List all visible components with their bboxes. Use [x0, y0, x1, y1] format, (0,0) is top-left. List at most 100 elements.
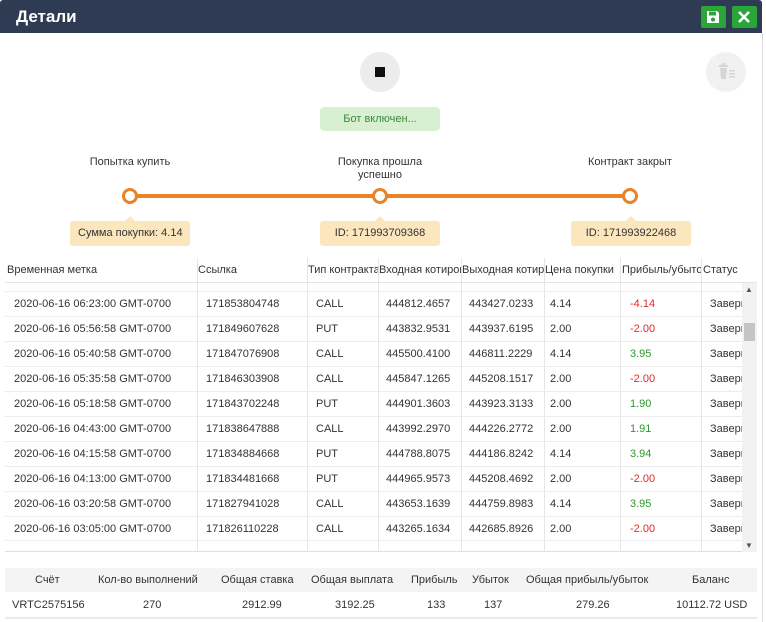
col-divider — [307, 258, 308, 552]
cell-profit-loss: 3.95 — [630, 498, 652, 510]
cell-buy-price: 4.14 — [550, 298, 572, 310]
cell-exit-spot: 442685.8926 — [469, 523, 534, 535]
save-button[interactable] — [701, 6, 726, 28]
cell-reference: 171838647888 — [206, 423, 280, 435]
cell-exit-spot: 443427.0233 — [469, 298, 534, 310]
summary-total-payout: 3192.25 — [335, 599, 375, 611]
scroll-down-icon[interactable]: ▼ — [745, 541, 753, 550]
cell-entry-spot: 443832.9531 — [386, 323, 451, 335]
col-divider — [701, 258, 702, 552]
cell-timestamp: 2020-06-16 05:56:58 GMT-0700 — [14, 323, 172, 335]
step-dot-3 — [622, 188, 638, 204]
summary-account: VRTC2575156 — [12, 599, 85, 611]
cell-timestamp: 2020-06-16 03:20:58 GMT-0700 — [14, 498, 172, 510]
table-row[interactable]: 2020-06-16 04:15:58 GMT-0700 17183488466… — [5, 441, 742, 466]
cell-exit-spot: 443937.6195 — [469, 323, 534, 335]
col-header-profit-loss[interactable]: Прибыль/убыток — [622, 264, 702, 276]
step-label-contract-closed: Контракт закрыт — [588, 156, 672, 168]
col-header-contract-type[interactable]: Тип контракта — [308, 264, 378, 276]
cell-status: Завершено — [710, 448, 742, 460]
table-row[interactable]: 2020-06-16 05:35:58 GMT-0700 17184630390… — [5, 366, 742, 391]
col-header-exit-spot[interactable]: Выходная котировка — [462, 264, 544, 276]
contract-id-tag: ID: 171993922468 — [571, 216, 691, 246]
summary-header-runs: Кол-во выполнений — [98, 574, 198, 586]
cell-entry-spot: 443653.1639 — [386, 498, 451, 510]
cell-status: Завершено — [710, 373, 742, 385]
cell-buy-price: 2.00 — [550, 398, 572, 410]
cell-profit-loss: 3.94 — [630, 448, 652, 460]
cell-status: Завершено — [710, 298, 742, 310]
summary-balance: 10112.72 USD — [676, 599, 748, 611]
cell-timestamp: 2020-06-16 05:35:58 GMT-0700 — [14, 373, 172, 385]
dialog-border — [762, 33, 763, 622]
cell-status: Завершено — [710, 473, 742, 485]
summary-runs: 270 — [143, 599, 162, 611]
step-dot-2 — [372, 188, 388, 204]
table-row[interactable]: 2020-06-16 05:40:58 GMT-0700 17184707690… — [5, 341, 742, 366]
col-header-status[interactable]: Статус — [703, 264, 738, 276]
table-row[interactable]: 2020-06-16 05:18:58 GMT-0700 17184370224… — [5, 391, 742, 416]
cell-timestamp: 2020-06-16 04:43:00 GMT-0700 — [14, 423, 172, 435]
table-header: Временная метка Ссылка Тип контракта Вхо… — [5, 258, 757, 283]
cell-profit-loss: -2.00 — [630, 373, 656, 385]
summary-wins: 133 — [427, 599, 446, 611]
summary-total-profit-loss: 279.26 — [576, 599, 610, 611]
scrollbar-thumb[interactable] — [744, 323, 755, 341]
scroll-up-icon[interactable]: ▲ — [745, 285, 753, 294]
step-label-buy-success: Покупка прошла успешно — [337, 156, 423, 181]
cell-profit-loss: 1.91 — [630, 423, 652, 435]
cell-reference: 171847076908 — [206, 348, 280, 360]
col-divider — [620, 258, 621, 552]
cell-reference: 171849607628 — [206, 323, 280, 335]
cell-entry-spot: 444788.8075 — [386, 448, 451, 460]
col-header-entry-spot[interactable]: Входная котировка — [379, 264, 461, 276]
col-header-timestamp[interactable]: Временная метка — [7, 264, 98, 276]
cell-status: Завершено — [710, 398, 742, 410]
table-row[interactable]: 2020-06-16 06:23:00 GMT-0700 17185380474… — [5, 291, 742, 316]
col-divider — [197, 258, 198, 552]
cell-reference: 171834884668 — [206, 448, 280, 460]
purchase-amount-tag: Сумма покупки: 4.14 — [70, 216, 190, 246]
cell-profit-loss: -4.14 — [630, 298, 656, 310]
cell-contract-type: CALL — [316, 348, 344, 360]
cell-contract-type: PUT — [316, 398, 338, 410]
cell-profit-loss: 3.95 — [630, 348, 652, 360]
summary-header-total-payout: Общая выплата — [311, 574, 394, 586]
cell-contract-type: CALL — [316, 373, 344, 385]
summary-row: VRTC2575156 270 2912.99 3192.25 133 137 … — [5, 592, 757, 619]
summary-header-total-profit-loss: Общая прибыль/убыток — [526, 574, 649, 586]
cell-status: Завершено — [710, 498, 742, 510]
close-button[interactable] — [732, 6, 757, 28]
table-row[interactable]: 2020-06-16 05:56:58 GMT-0700 17184960762… — [5, 316, 742, 341]
cell-contract-type: PUT — [316, 323, 338, 335]
cell-buy-price: 2.00 — [550, 423, 572, 435]
cell-exit-spot: 445208.4692 — [469, 473, 534, 485]
cell-status: Завершено — [710, 423, 742, 435]
table-row[interactable]: 2020-06-16 04:43:00 GMT-0700 17183864788… — [5, 416, 742, 441]
summary-header-wins: Прибыль — [411, 574, 458, 586]
col-divider — [378, 258, 379, 552]
clear-log-button[interactable] — [706, 52, 746, 92]
cell-entry-spot: 444812.4657 — [386, 298, 451, 310]
table-row[interactable]: 2020-06-16 04:13:00 GMT-0700 17183448166… — [5, 466, 742, 491]
table-row[interactable]: 2020-06-16 03:05:00 GMT-0700 17182611022… — [5, 516, 742, 541]
col-header-buy-price[interactable]: Цена покупки — [545, 264, 614, 276]
trash-icon — [719, 63, 735, 79]
cell-buy-price: 4.14 — [550, 498, 572, 510]
cell-timestamp: 2020-06-16 03:05:00 GMT-0700 — [14, 523, 172, 535]
cell-timestamp: 2020-06-16 06:23:00 GMT-0700 — [14, 298, 172, 310]
stop-button[interactable] — [360, 52, 400, 92]
cell-profit-loss: -2.00 — [630, 523, 656, 535]
step-dot-1 — [122, 188, 138, 204]
cell-reference: 171826110228 — [206, 523, 279, 535]
cell-reference: 171827941028 — [206, 498, 280, 510]
col-header-reference[interactable]: Ссылка — [198, 264, 237, 276]
cell-exit-spot: 443923.3133 — [469, 398, 534, 410]
close-icon — [738, 11, 750, 23]
table-scrollbar[interactable]: ▲ ▼ — [742, 283, 757, 552]
summary-header-total-stake: Общая ставка — [221, 574, 294, 586]
cell-exit-spot: 444759.8983 — [469, 498, 534, 510]
table-row[interactable]: 2020-06-16 03:20:58 GMT-0700 17182794102… — [5, 491, 742, 516]
purchase-id-tag: ID: 171993709368 — [320, 216, 440, 246]
cell-buy-price: 4.14 — [550, 348, 572, 360]
